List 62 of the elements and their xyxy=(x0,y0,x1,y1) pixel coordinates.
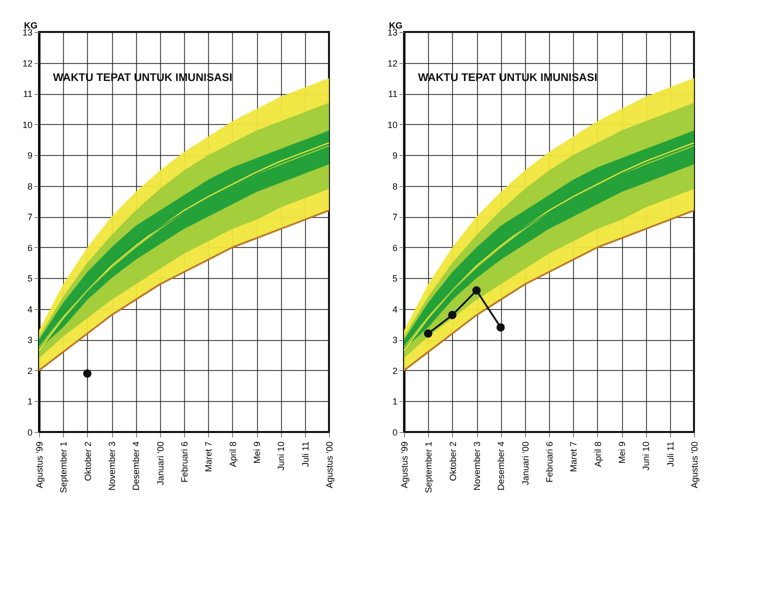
y-tick-label: 11 xyxy=(23,89,32,100)
y-tick-label: 10 xyxy=(22,120,32,130)
y-tick-label: 2 xyxy=(392,366,398,376)
y-axis-title: KG xyxy=(389,20,402,30)
y-tick-label: 8 xyxy=(27,181,32,192)
x-tick-label: Mei 9 xyxy=(617,442,627,464)
x-tick-label: Februari 6 xyxy=(180,442,190,483)
point xyxy=(496,323,505,332)
y-tick-label: 10 xyxy=(387,120,398,130)
y-tick-label: 13 xyxy=(22,28,32,38)
y-tick-label: 3 xyxy=(392,335,398,346)
y-tick-label: 1 xyxy=(27,396,32,407)
x-tick-label: Agustus '00 xyxy=(324,442,334,488)
x-tick-label: Februari 6 xyxy=(544,442,554,483)
y-tick-label: 0 xyxy=(392,428,398,438)
y-tick-label: 9 xyxy=(27,150,32,161)
y-tick-label: 11 xyxy=(388,89,398,100)
y-tick-label: 4 xyxy=(27,304,32,314)
y-tick-label: 4 xyxy=(392,304,398,314)
x-tick-label: November 3 xyxy=(472,442,482,491)
y-tick-label: 8 xyxy=(392,181,398,192)
x-tick-label: April 8 xyxy=(228,442,238,468)
x-tick-label: Juni 10 xyxy=(641,442,652,471)
x-tick-label: September 1 xyxy=(424,442,434,494)
x-tick-label: Mei 9 xyxy=(252,442,262,464)
x-tick-label: Oktober 2 xyxy=(448,442,458,482)
y-tick-label: 1 xyxy=(392,396,398,407)
line-series xyxy=(403,210,695,372)
y-tick-label: 9 xyxy=(392,150,398,161)
y-tick-label: 0 xyxy=(27,428,32,438)
x-tick-label: Januari '00 xyxy=(155,442,166,486)
y-tick-label: 5 xyxy=(27,274,32,284)
x-tick-label: Juli 11 xyxy=(665,442,676,467)
x-tick-label: Desember 4 xyxy=(496,442,506,491)
y-tick-label: 6 xyxy=(27,242,32,253)
x-tick-label: Maret 7 xyxy=(568,442,579,472)
y-tick-label: 7 xyxy=(392,212,398,222)
y-tick-label: 12 xyxy=(22,58,32,68)
x-tick-label: Agustus '99 xyxy=(34,442,44,488)
x-tick-label: Juli 11 xyxy=(300,442,310,467)
x-tick-label: Januari '00 xyxy=(520,442,530,486)
x-tick-label: September 1 xyxy=(58,442,69,494)
x-tick-label: April 8 xyxy=(592,442,603,468)
y-tick-label: 2 xyxy=(27,366,32,376)
point xyxy=(472,286,481,295)
x-tick-label: November 3 xyxy=(107,442,117,491)
x-tick-label: Juni 10 xyxy=(276,442,286,471)
point xyxy=(424,329,432,338)
x-tick-label: Oktober 2 xyxy=(82,442,93,482)
y-tick-label: 6 xyxy=(392,242,398,253)
y-tick-label: 5 xyxy=(392,274,398,284)
x-tick-label: Agustus '99 xyxy=(400,442,410,488)
y-tick-label: 13 xyxy=(387,28,398,38)
y-axis-title: KG xyxy=(24,20,38,30)
y-tick-label: 7 xyxy=(27,212,32,222)
x-tick-label: Maret 7 xyxy=(204,442,214,472)
x-tick-label: Desember 4 xyxy=(131,442,142,491)
x-tick-label: Agustus '00 xyxy=(690,442,700,488)
line-series xyxy=(38,210,330,372)
point xyxy=(448,310,457,320)
y-tick-label: 3 xyxy=(27,335,32,346)
y-tick-label: 12 xyxy=(387,58,398,68)
